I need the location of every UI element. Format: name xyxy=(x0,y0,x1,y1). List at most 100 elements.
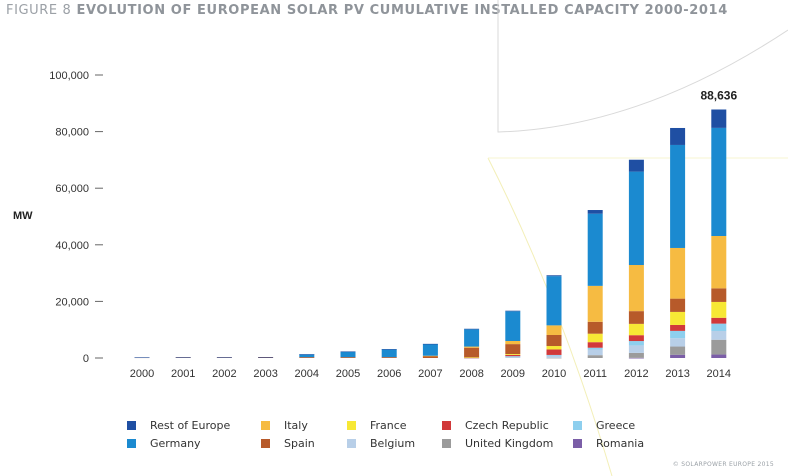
bar-segment-rest-of-europe-2006 xyxy=(381,349,397,350)
bar-segment-rest-of-europe-2003 xyxy=(258,357,274,358)
legend-label: Spain xyxy=(284,437,315,450)
bar-segment-united-kingdom-2014 xyxy=(711,339,727,355)
legend-label: Greece xyxy=(596,419,636,432)
bar-segment-italy-2008 xyxy=(464,346,480,348)
bar-segment-greece-2009 xyxy=(505,356,521,357)
chart-title: FIGURE 8 EVOLUTION OF EUROPEAN SOLAR PV … xyxy=(6,3,728,18)
legend-label: France xyxy=(370,419,407,432)
bar-segment-rest-of-europe-2008 xyxy=(464,328,480,330)
bar-segment-spain-2007 xyxy=(422,356,438,358)
legend-swatch xyxy=(347,421,356,430)
x-tick-label: 2011 xyxy=(583,368,607,380)
bar-segment-belgium-2011 xyxy=(587,349,603,356)
x-tick-label: 2009 xyxy=(501,368,525,380)
decorative-arc-grey xyxy=(497,0,788,133)
x-tick-label: 2002 xyxy=(212,368,236,380)
bar-segment-germany-2005 xyxy=(340,351,356,358)
bar-segment-germany-2008 xyxy=(464,329,480,347)
bar-segment-belgium-2014 xyxy=(711,330,727,340)
bar-segment-italy-2011 xyxy=(587,285,603,322)
bar-segment-italy-2007 xyxy=(422,355,438,357)
bar-segment-greece-2011 xyxy=(587,347,603,350)
legend-label: United Kingdom xyxy=(465,437,554,450)
legend-label: Czech Republic xyxy=(465,419,549,432)
legend-item-france: France xyxy=(347,419,407,432)
legend-label: Germany xyxy=(150,437,201,450)
x-axis: 2000 2001 2002 2003 2004 2005 2006 2007 2008 2009… xyxy=(130,368,731,380)
bar-segment-czech-republic-2010 xyxy=(546,349,562,355)
bar-segment-france-2009 xyxy=(505,354,521,355)
y-tick-label: 100,000 xyxy=(49,70,89,82)
legend-swatch xyxy=(442,421,451,430)
bar-segment-spain-2009 xyxy=(505,344,521,355)
bar-segment-spain-2013 xyxy=(670,298,686,312)
bar-segment-rest-of-europe-2010 xyxy=(546,275,562,277)
bar-segment-france-2012 xyxy=(628,323,644,336)
chart-title-text: EVOLUTION OF EUROPEAN SOLAR PV CUMULATIV… xyxy=(76,3,728,18)
legend-swatch xyxy=(127,439,136,448)
y-tick-label: 60,000 xyxy=(55,183,89,195)
bar-segment-france-2013 xyxy=(670,311,686,325)
x-tick-label: 2004 xyxy=(295,368,319,380)
bar-segment-italy-2009 xyxy=(505,340,521,345)
bar-segment-spain-2011 xyxy=(587,321,603,334)
x-tick-label: 2010 xyxy=(542,368,566,380)
bar-segment-united-kingdom-2013 xyxy=(670,346,686,355)
bar-segment-united-kingdom-2010 xyxy=(546,357,562,359)
y-tick-label: 20,000 xyxy=(55,296,89,308)
y-tick-label: 40,000 xyxy=(55,240,89,252)
legend-swatch xyxy=(347,439,356,448)
bar-segment-rest-of-europe-2005 xyxy=(340,351,356,353)
bar-segment-spain-2006 xyxy=(381,357,397,358)
legend-label: Belgium xyxy=(370,437,416,450)
bar-segment-spain-2005 xyxy=(340,357,356,358)
bar-segment-germany-2006 xyxy=(381,349,397,358)
bar-segment-rest-of-europe-2011 xyxy=(587,210,603,214)
legend-item-italy: Italy xyxy=(261,419,308,432)
bar-segment-spain-2012 xyxy=(628,311,644,324)
bar-segment-greece-2012 xyxy=(628,341,644,346)
bar-segment-rest-of-europe-2012 xyxy=(628,159,644,172)
legend-swatch xyxy=(261,439,270,448)
y-tick-label: 0 xyxy=(83,353,89,365)
bar-segment-rest-of-europe-2009 xyxy=(505,310,521,312)
bar-segment-france-2010 xyxy=(546,346,562,350)
legend-item-spain: Spain xyxy=(261,437,315,450)
bar-segment-spain-2014 xyxy=(711,288,727,302)
bar-total-label: 88,636 xyxy=(700,88,737,102)
legend-label: Italy xyxy=(284,419,308,432)
bar-segment-czech-republic-2014 xyxy=(711,317,727,324)
legend-item-united-kingdom: United Kingdom xyxy=(442,437,553,450)
bar-segment-spain-2004 xyxy=(299,357,315,358)
bar-segment-united-kingdom-2012 xyxy=(628,352,644,358)
bars: 88,636 xyxy=(134,88,737,359)
bar-segment-belgium-2009 xyxy=(505,356,521,358)
x-tick-label: 2013 xyxy=(665,368,689,380)
y-axis-label: MW xyxy=(13,210,33,222)
x-tick-label: 2006 xyxy=(377,368,401,380)
bar-segment-belgium-2012 xyxy=(628,345,644,353)
bar-segment-czech-republic-2009 xyxy=(505,354,521,357)
x-tick-label: 2014 xyxy=(707,368,731,380)
legend-swatch xyxy=(573,439,582,448)
bar-segment-italy-2014 xyxy=(711,235,727,289)
bar-segment-germany-2012 xyxy=(628,171,644,266)
bar-segment-czech-republic-2011 xyxy=(587,342,603,348)
bar-segment-czech-republic-2013 xyxy=(670,324,686,331)
bar-segment-italy-2012 xyxy=(628,265,644,312)
y-axis: 0 20,000 40,000 60,000 80,000 100,000 xyxy=(49,70,103,365)
bar-segment-spain-2008 xyxy=(464,347,480,358)
bar-segment-germany-2009 xyxy=(505,311,521,341)
legend-item-germany: Germany xyxy=(127,437,201,450)
bar-segment-greece-2010 xyxy=(546,354,562,356)
x-tick-label: 2005 xyxy=(336,368,360,380)
x-tick-label: 2012 xyxy=(624,368,648,380)
bar-segment-united-kingdom-2011 xyxy=(587,355,603,358)
copyright-credit: © SOLARPOWER EUROPE 2015 xyxy=(672,461,774,468)
x-tick-label: 2000 xyxy=(130,368,154,380)
bar-segment-romania-2014 xyxy=(711,354,727,358)
x-tick-label: 2007 xyxy=(418,368,442,380)
bar-segment-germany-2010 xyxy=(546,276,562,326)
bar-segment-czech-republic-2012 xyxy=(628,335,644,342)
